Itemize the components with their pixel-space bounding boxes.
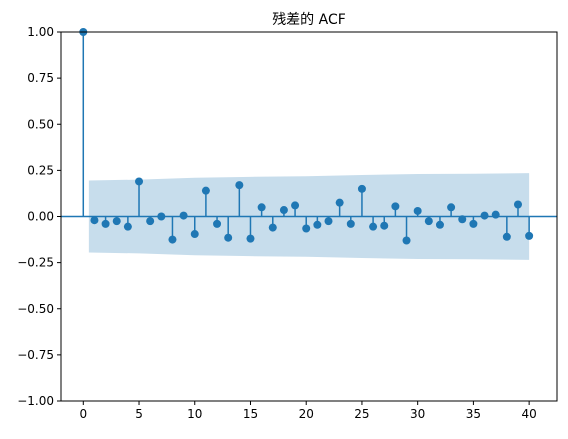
acf-point-lag-27 [380, 221, 389, 230]
acf-point-lag-30 [413, 206, 422, 215]
acf-point-lag-29 [402, 236, 411, 245]
acf-point-lag-22 [324, 217, 333, 226]
chart-title: 残差的 ACF [272, 12, 346, 28]
acf-point-lag-19 [291, 201, 300, 210]
acf-point-lag-25 [357, 184, 366, 193]
acf-point-lag-37 [491, 210, 500, 219]
acf-point-lag-11 [201, 186, 210, 195]
y-tick-label-5: 0.25 [27, 163, 54, 177]
y-tick-label-1: −0.75 [17, 348, 54, 362]
tick-layer: 0 5 10 15 20 25 30 35 40 −1.00 −0.75 −0.50 −0.25 0.00… [17, 25, 537, 421]
y-tick-label-8: 1.00 [27, 25, 54, 39]
acf-point-lag-14 [235, 181, 244, 190]
acf-point-lag-2 [101, 219, 110, 228]
acf-point-lag-7 [157, 212, 166, 221]
acf-point-lag-23 [335, 198, 344, 207]
x-tick-label-35: 35 [466, 407, 481, 421]
acf-point-lag-3 [112, 217, 121, 226]
acf-point-lag-35 [469, 219, 478, 228]
y-tick-label-2: −0.50 [17, 302, 54, 316]
acf-point-lag-21 [313, 220, 322, 229]
acf-point-lag-16 [257, 203, 266, 212]
x-tick-label-20: 20 [299, 407, 314, 421]
acf-point-lag-28 [391, 202, 400, 211]
acf-point-lag-5 [135, 177, 144, 186]
acf-point-lag-18 [279, 206, 288, 215]
acf-point-lag-9 [179, 211, 188, 220]
acf-point-lag-38 [502, 232, 511, 241]
y-tick-label-6: 0.50 [27, 117, 54, 131]
acf-point-lag-10 [190, 230, 199, 239]
acf-point-lag-39 [513, 200, 522, 209]
acf-point-lag-31 [424, 217, 433, 226]
acf-point-lag-40 [525, 231, 534, 240]
acf-point-lag-34 [458, 215, 467, 224]
acf-point-lag-32 [435, 220, 444, 229]
acf-point-lag-20 [302, 224, 311, 233]
stem-layer [79, 28, 534, 245]
x-tick-label-5: 5 [135, 407, 143, 421]
x-tick-label-10: 10 [187, 407, 202, 421]
acf-point-lag-13 [224, 233, 233, 242]
acf-point-lag-8 [168, 235, 177, 244]
y-tick-label-4: 0.00 [27, 210, 54, 224]
acf-point-lag-4 [123, 222, 132, 231]
acf-point-lag-33 [447, 203, 456, 212]
acf-point-lag-17 [268, 223, 277, 232]
x-tick-label-40: 40 [521, 407, 536, 421]
acf-point-lag-6 [146, 217, 155, 226]
acf-point-lag-1 [90, 216, 99, 225]
acf-point-lag-15 [246, 234, 255, 243]
acf-point-lag-36 [480, 211, 489, 220]
y-tick-label-7: 0.75 [27, 71, 54, 85]
x-tick-label-15: 15 [243, 407, 258, 421]
x-tick-label-0: 0 [79, 407, 87, 421]
x-tick-label-25: 25 [354, 407, 369, 421]
y-tick-label-3: −0.25 [17, 256, 54, 270]
x-tick-label-30: 30 [410, 407, 425, 421]
acf-point-lag-24 [346, 219, 355, 228]
y-tick-label-0: −1.00 [17, 394, 54, 408]
acf-point-lag-12 [213, 219, 222, 228]
acf-point-lag-26 [369, 222, 378, 231]
